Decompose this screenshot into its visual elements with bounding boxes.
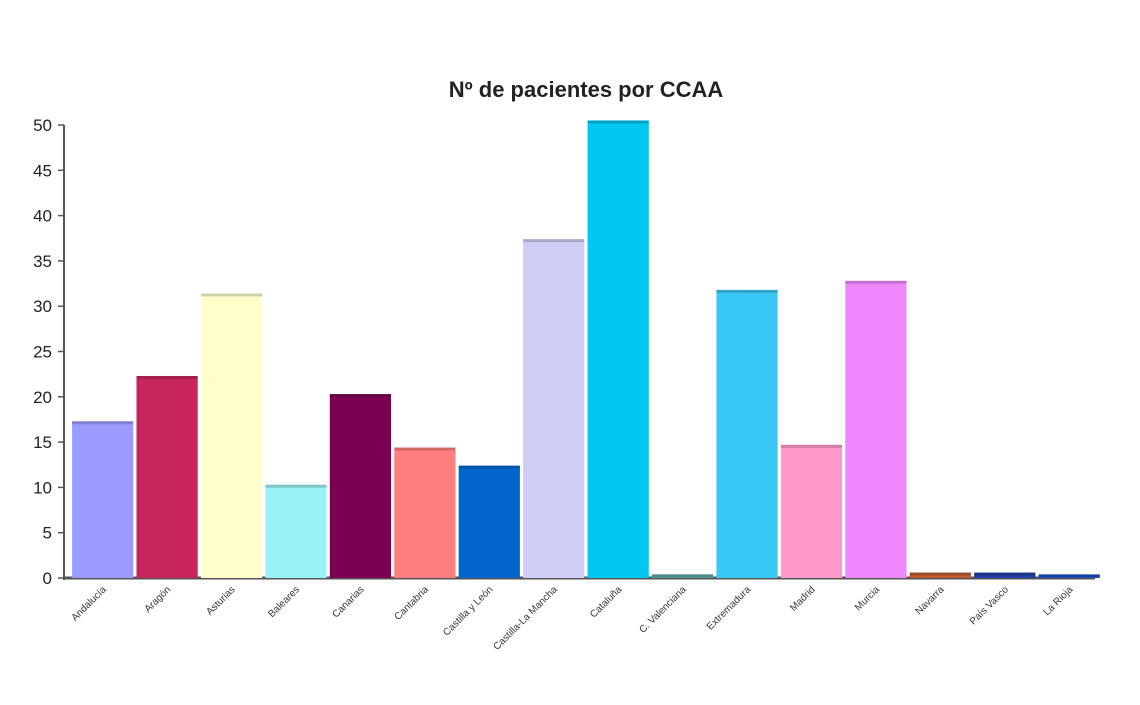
bar <box>136 375 198 578</box>
bar-top-edge <box>265 484 327 488</box>
bar-top-edge <box>780 444 843 448</box>
x-tick-label: Andalucía <box>70 584 110 624</box>
bar <box>265 484 327 578</box>
x-tick-labels: Andalucía Aragón Asturias Baleares Canarias C… <box>70 584 1076 653</box>
bars-group <box>72 120 1100 578</box>
y-tick-label: 45 <box>33 161 52 180</box>
bar-top-edge <box>458 465 520 469</box>
bar-top-edge <box>523 239 585 243</box>
y-tick-label: 20 <box>33 388 52 407</box>
bar <box>394 447 456 578</box>
bar <box>845 280 907 578</box>
x-tick-label: Cantabria <box>393 584 432 623</box>
y-tick-label: 25 <box>33 343 52 362</box>
bar-top-edge <box>587 120 649 124</box>
x-tick-label: Extremadura <box>705 584 754 633</box>
y-tick-label: 40 <box>33 207 52 226</box>
bar <box>458 465 520 578</box>
y-tick-label: 30 <box>33 297 52 316</box>
y-tick-label: 10 <box>33 478 52 497</box>
bar-top-edge <box>1038 574 1100 578</box>
bar-top-edge <box>136 375 198 379</box>
y-tick-label: 5 <box>43 524 52 543</box>
bar <box>974 572 1036 578</box>
bar-top-edge <box>329 394 392 398</box>
bar <box>909 572 971 578</box>
chart-title: Nº de pacientes por CCAA <box>449 77 724 102</box>
x-tick-label: Cataluña <box>588 584 624 620</box>
bar-top-edge <box>200 293 263 297</box>
x-tick-label: Aragón <box>143 584 174 615</box>
x-tick-label: Castilla-La Mancha <box>492 584 561 653</box>
bar-top-edge <box>909 572 971 576</box>
x-tick-label: Baleares <box>266 584 302 620</box>
x-tick-label: Asturias <box>204 584 237 617</box>
x-tick-label: Canarias <box>330 584 366 620</box>
bar-top-edge <box>974 572 1036 576</box>
x-tick-label: C. Valenciana <box>637 584 689 636</box>
bar-top-edge <box>845 280 907 284</box>
y-tick-label: 35 <box>33 252 52 271</box>
x-tick-label: Murcia <box>853 584 882 613</box>
bar <box>651 574 714 578</box>
x-tick-label: Castilla y León <box>441 584 495 638</box>
bar <box>329 394 392 578</box>
bar-top-edge <box>651 574 714 578</box>
y-tick-label: 0 <box>43 569 52 588</box>
y-tick-labels: 0 5 10 15 20 25 30 35 40 45 50 <box>33 116 64 588</box>
x-tick-label: País Vasco <box>968 584 1011 627</box>
bar-top-edge <box>394 447 456 451</box>
bar <box>1038 574 1100 578</box>
x-tick-label: Madrid <box>788 584 817 613</box>
bar <box>200 293 263 578</box>
y-tick-label: 15 <box>33 433 52 452</box>
bar <box>523 239 585 578</box>
y-tick-label: 50 <box>33 116 52 135</box>
x-tick-label: Navarra <box>914 584 947 617</box>
bar <box>72 421 134 578</box>
bar <box>587 120 649 578</box>
bar-top-edge <box>72 421 134 425</box>
bar <box>716 289 778 578</box>
x-tick-label: La Rioja <box>1042 584 1076 618</box>
bar-top-edge <box>716 289 778 293</box>
bar <box>780 444 843 578</box>
